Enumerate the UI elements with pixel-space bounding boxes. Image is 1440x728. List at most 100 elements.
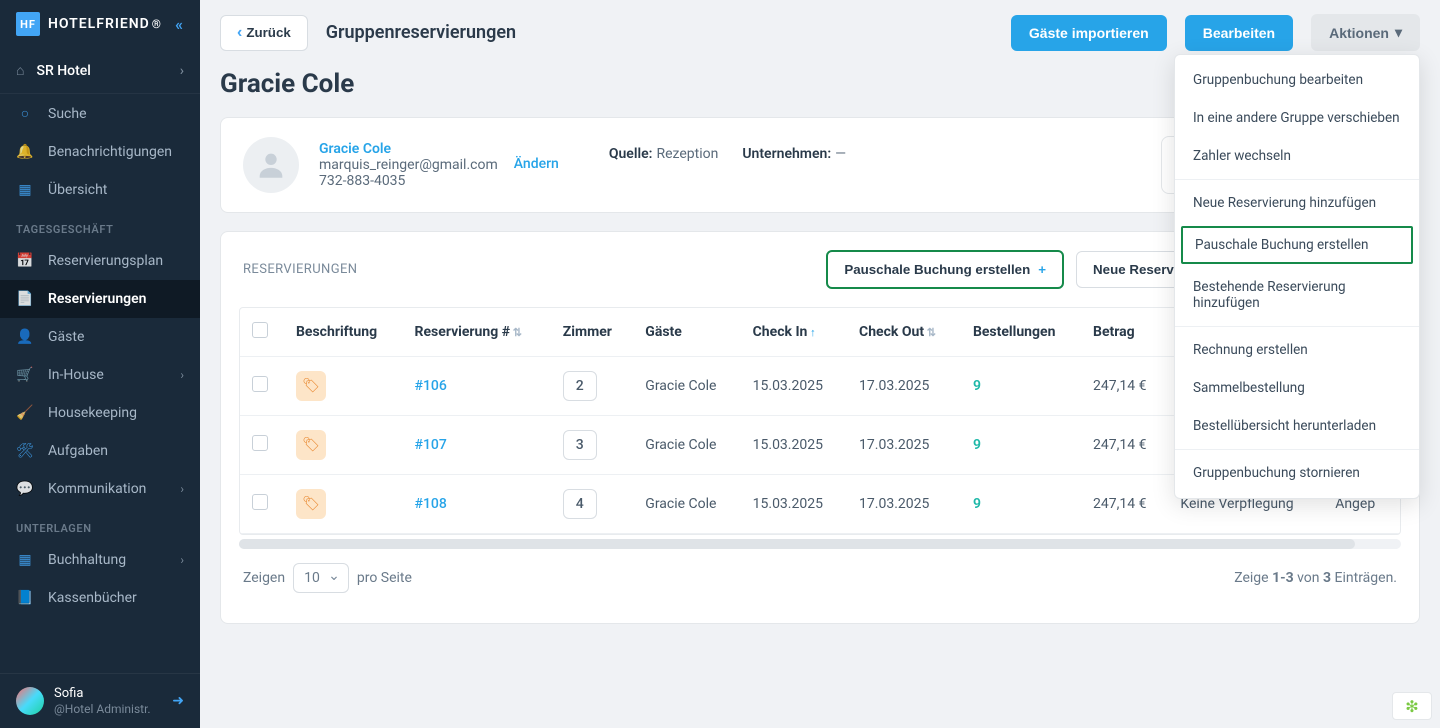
logo-icon: HF: [16, 12, 40, 36]
sidebar-item-label: Suche: [48, 106, 87, 122]
sidebar-item-icon: ○: [16, 105, 34, 122]
reservation-link[interactable]: #107: [403, 416, 551, 475]
horizontal-scrollbar[interactable]: [239, 539, 1401, 549]
reservation-badge-icon: 🏷: [296, 371, 326, 401]
user-name: Sofia: [54, 686, 151, 702]
brand-logo[interactable]: HF HOTELFRIEND® «: [0, 0, 200, 48]
dropdown-bulk-order[interactable]: Sammelbestellung: [1175, 369, 1419, 407]
col-amount[interactable]: Betrag: [1081, 308, 1168, 357]
sidebar-item-suche[interactable]: ○ Suche: [0, 94, 200, 133]
sidebar-item-label: Übersicht: [48, 182, 107, 198]
sidebar-item-label: In-House: [48, 367, 104, 383]
show-label: Zeigen: [243, 570, 285, 586]
home-icon: ⌂: [16, 62, 24, 79]
dropdown-add-existing[interactable]: Bestehende Reservierung hinzufügen: [1175, 268, 1419, 322]
dropdown-add-new[interactable]: Neue Reservierung hinzufügen: [1175, 184, 1419, 222]
row-check-out: 17.03.2025: [847, 357, 961, 416]
brand-name: HOTELFRIEND: [48, 16, 150, 32]
create-package-button[interactable]: Pauschale Buchung erstellen+: [826, 250, 1064, 289]
per-page-label: pro Seite: [357, 570, 412, 586]
chevron-left-icon: ‹: [237, 24, 242, 42]
sidebar-item-label: Reservierungen: [48, 291, 147, 307]
sidebar-item-g-ste[interactable]: 👤 Gäste: [0, 318, 200, 356]
reservation-link[interactable]: #106: [403, 357, 551, 416]
sidebar-item-in-house[interactable]: 🛒 In-House ›: [0, 356, 200, 394]
edit-button[interactable]: Bearbeiten: [1185, 15, 1293, 51]
row-checkbox[interactable]: [252, 435, 268, 451]
dropdown-cancel-group[interactable]: Gruppenbuchung stornieren: [1175, 454, 1419, 492]
chevron-right-icon: ›: [180, 482, 184, 496]
col-orders[interactable]: Bestellungen: [961, 308, 1081, 357]
sidebar-item-icon: 🛠: [16, 443, 34, 459]
row-check-in: 15.03.2025: [741, 475, 847, 534]
user-role: @Hotel Administr.: [54, 702, 151, 716]
back-button[interactable]: ‹ Zurück: [220, 15, 308, 51]
collapse-sidebar-icon[interactable]: «: [175, 15, 184, 34]
sidebar-item-icon: 👤: [16, 329, 34, 345]
dropdown-create-package[interactable]: Pauschale Buchung erstellen: [1181, 226, 1413, 264]
reservation-badge-icon: 🏷: [296, 489, 326, 519]
sidebar-item-icon: 💬: [16, 481, 34, 497]
guest-name-link[interactable]: Gracie Cole: [319, 141, 498, 157]
sidebar-item-label: Buchhaltung: [48, 552, 126, 568]
col-check-out[interactable]: Check Out: [847, 308, 961, 357]
orders-link[interactable]: 9: [973, 378, 981, 394]
sidebar-item-buchhaltung[interactable]: ▦ Buchhaltung ›: [0, 541, 200, 579]
reservations-section-label: RESERVIERUNGEN: [243, 262, 357, 277]
table-footer: Zeigen 10 pro Seite Zeige 1-3 von 3 Eint…: [221, 549, 1419, 607]
actions-button[interactable]: Aktionen ▾: [1311, 14, 1420, 51]
row-checkbox[interactable]: [252, 494, 268, 510]
sidebar-item-aufgaben[interactable]: 🛠 Aufgaben: [0, 432, 200, 470]
chevron-right-icon: ›: [180, 553, 184, 567]
sidebar-item-kommunikation[interactable]: 💬 Kommunikation ›: [0, 470, 200, 508]
back-label: Zurück: [246, 25, 290, 40]
sidebar-item-reservierungsplan[interactable]: 📅 Reservierungsplan: [0, 242, 200, 280]
col-reservation-no[interactable]: Reservierung #: [403, 308, 551, 357]
hotel-name: SR Hotel: [36, 63, 90, 79]
sidebar-item-kassenb-cher[interactable]: 📘 Kassenbücher: [0, 579, 200, 617]
row-checkbox[interactable]: [252, 376, 268, 392]
row-check-in: 15.03.2025: [741, 416, 847, 475]
logout-icon[interactable]: ➜: [172, 693, 184, 709]
col-label[interactable]: Beschriftung: [284, 308, 403, 357]
sidebar-item-label: Kassenbücher: [48, 590, 137, 606]
guest-phone: 732-883-4035: [319, 173, 498, 189]
sidebar-item-housekeeping[interactable]: 🧹 Housekeeping: [0, 394, 200, 432]
col-room[interactable]: Zimmer: [551, 308, 634, 357]
sidebar-item-benachrichtigungen[interactable]: 🔔 Benachrichtigungen: [0, 133, 200, 171]
sidebar-section-business: TAGESGESCHÄFT: [0, 209, 200, 242]
sidebar-item-label: Benachrichtigungen: [48, 144, 172, 160]
import-guests-button[interactable]: Gäste importieren: [1011, 15, 1167, 51]
support-widget-icon[interactable]: ❇: [1392, 692, 1432, 720]
dropdown-edit-group[interactable]: Gruppenbuchung bearbeiten: [1175, 61, 1419, 99]
hotel-selector[interactable]: ⌂ SR Hotel ›: [0, 48, 200, 94]
sidebar-item-label: Reservierungsplan: [48, 253, 163, 269]
orders-link[interactable]: 9: [973, 437, 981, 453]
select-all-checkbox[interactable]: [252, 322, 268, 338]
plus-icon: +: [1038, 262, 1046, 277]
sidebar-item--bersicht[interactable]: ▦ Übersicht: [0, 171, 200, 209]
sidebar-item-icon: ▦: [16, 182, 34, 198]
actions-label: Aktionen: [1329, 25, 1389, 41]
page-size-select[interactable]: 10: [293, 563, 349, 593]
col-check-in[interactable]: Check In: [741, 308, 847, 357]
guest-info: Gracie Cole marquis_reinger@gmail.com 73…: [319, 141, 498, 189]
sidebar-user[interactable]: Sofia @Hotel Administr. ➜: [0, 673, 200, 728]
sidebar-item-reservierungen[interactable]: 📄 Reservierungen: [0, 280, 200, 318]
sidebar-item-icon: 🧹: [16, 405, 34, 421]
dropdown-move-group[interactable]: In eine andere Gruppe verschieben: [1175, 99, 1419, 137]
dropdown-create-invoice[interactable]: Rechnung erstellen: [1175, 331, 1419, 369]
company-field: Unternehmen:—: [742, 146, 846, 162]
main-content: ‹ Zurück Gruppenreservierungen Gäste imp…: [200, 0, 1440, 728]
footer-summary: Zeige 1-3 von 3 Einträgen.: [1234, 570, 1397, 586]
dropdown-download-overview[interactable]: Bestellübersicht herunterladen: [1175, 407, 1419, 445]
dropdown-change-payer[interactable]: Zahler wechseln: [1175, 137, 1419, 175]
reservation-link[interactable]: #108: [403, 475, 551, 534]
room-number: 4: [563, 489, 597, 519]
col-guests[interactable]: Gäste: [633, 308, 740, 357]
chevron-right-icon: ›: [180, 63, 184, 79]
sidebar: HF HOTELFRIEND® « ⌂ SR Hotel › ○ Suche 🔔…: [0, 0, 200, 728]
topbar-title: Gruppenreservierungen: [326, 22, 516, 43]
change-guest-link[interactable]: Ändern: [514, 136, 559, 172]
orders-link[interactable]: 9: [973, 496, 981, 512]
